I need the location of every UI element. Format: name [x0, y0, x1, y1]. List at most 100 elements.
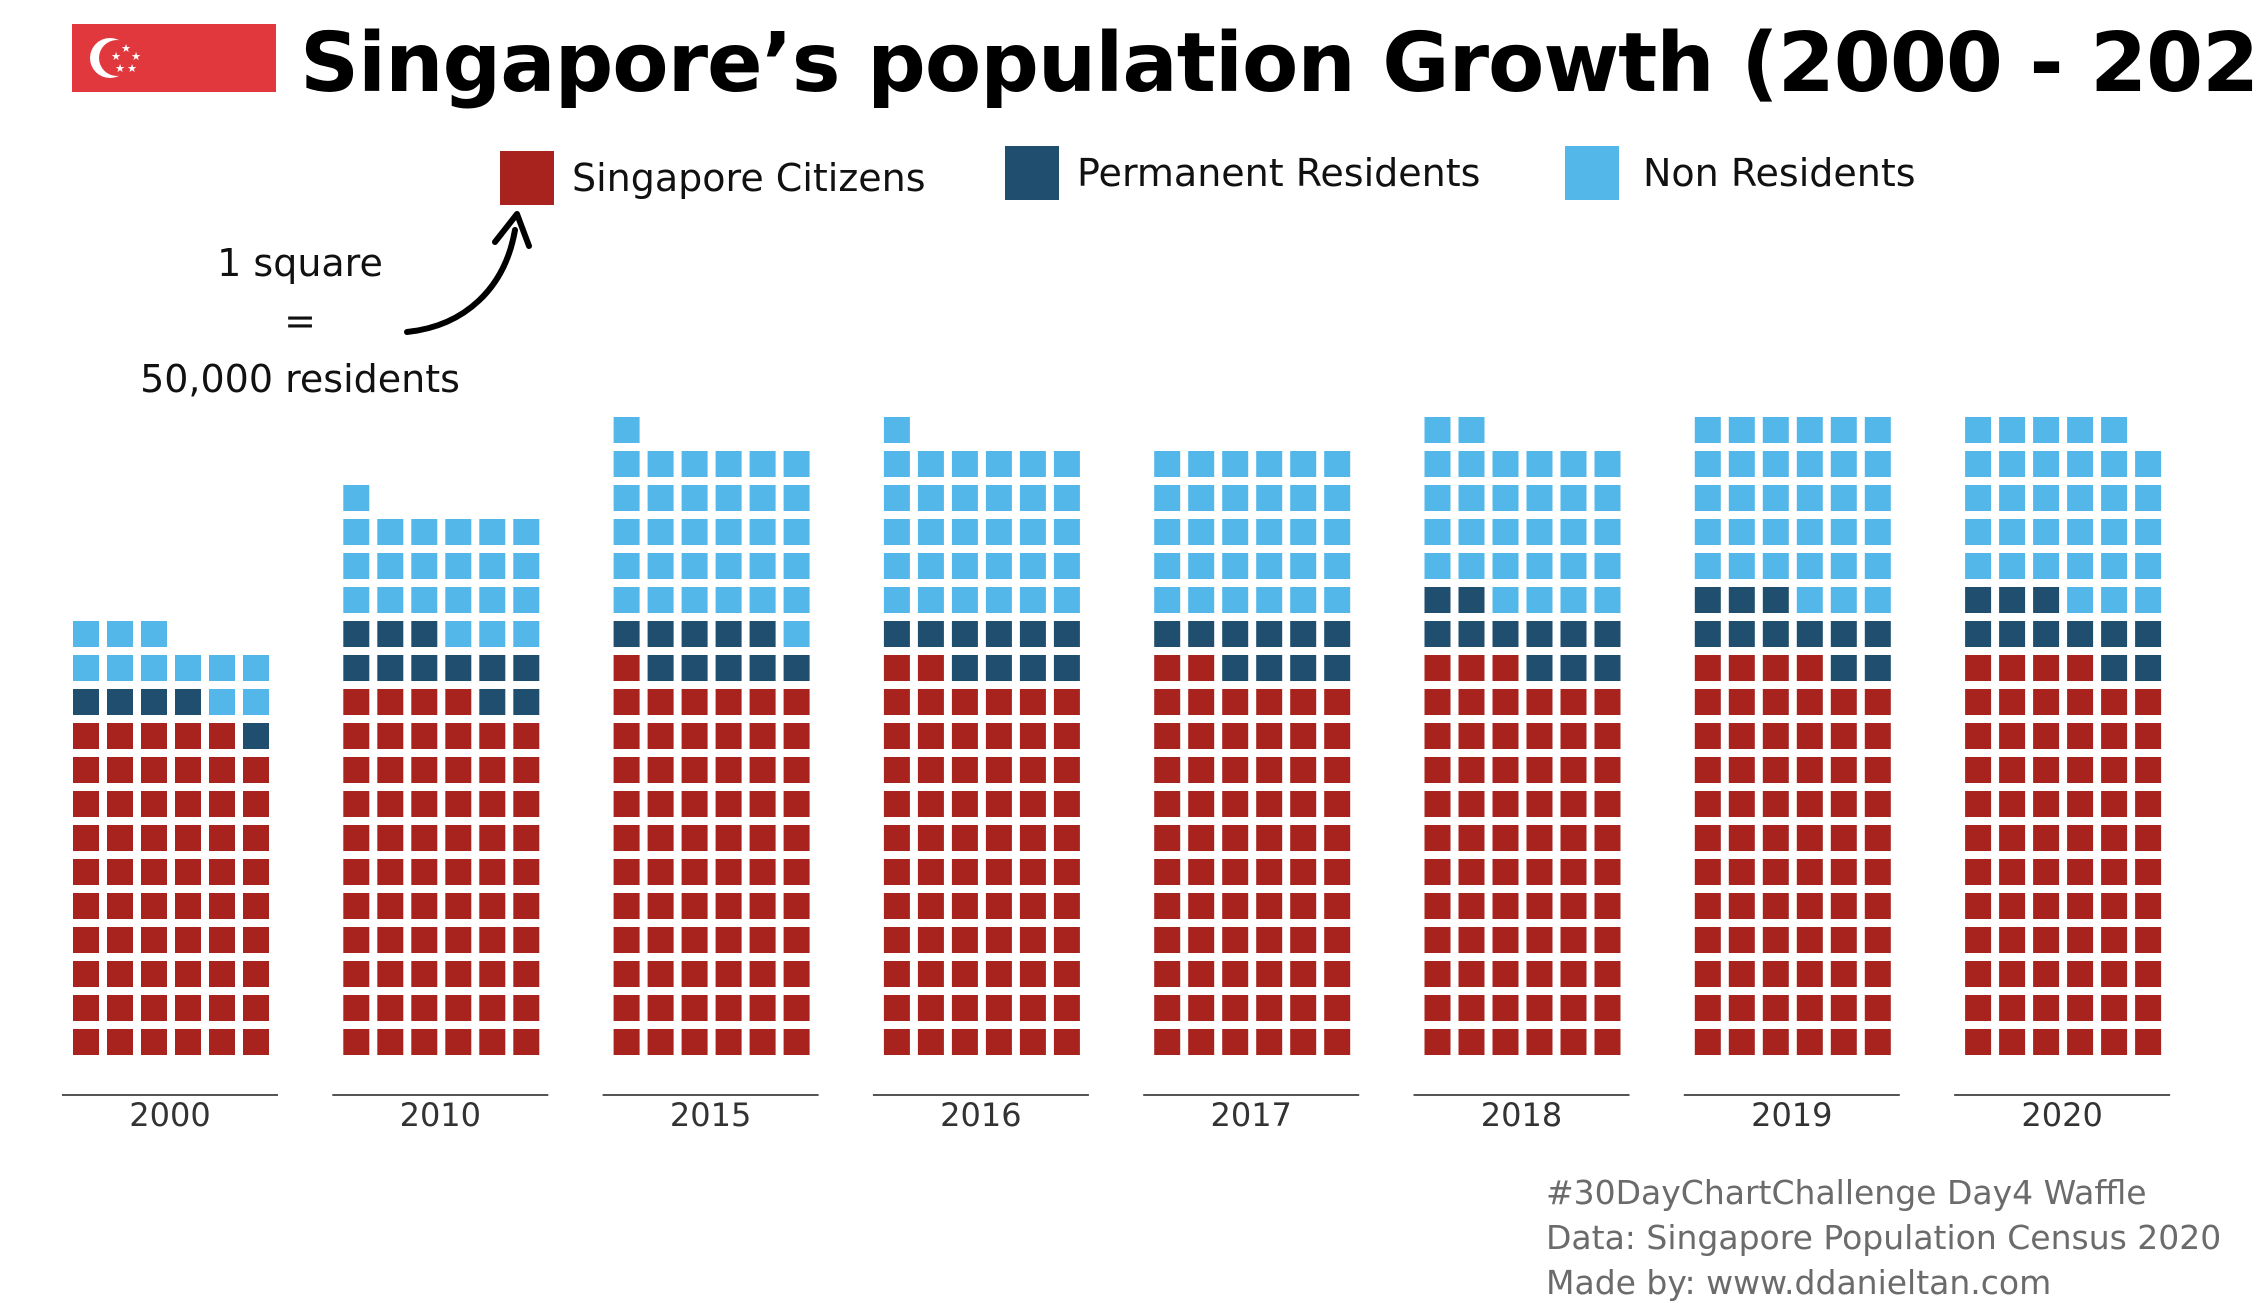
waffle-square-permanent-resident	[1864, 621, 1891, 647]
legend-swatch-citizens	[500, 151, 554, 205]
waffle-square-citizen	[1762, 893, 1789, 919]
waffle-square-citizen	[985, 825, 1012, 851]
waffle-square-non-resident	[613, 587, 640, 613]
waffle-square-citizen	[681, 927, 708, 953]
waffle-square-non-resident	[513, 587, 540, 613]
waffle-group-2018: 2018	[1413, 417, 1630, 1134]
waffle-square-citizen	[1053, 961, 1080, 987]
waffle-square-citizen	[1762, 791, 1789, 817]
waffle-square-citizen	[1154, 655, 1181, 681]
waffle-square-permanent-resident	[1560, 655, 1587, 681]
waffle-square-citizen	[1188, 825, 1215, 851]
waffle-square-citizen	[445, 927, 472, 953]
waffle-square-permanent-resident	[2101, 621, 2128, 647]
waffle-square-citizen	[175, 927, 201, 953]
waffle-square-citizen	[2033, 825, 2060, 851]
waffle-square-citizen	[1965, 995, 1992, 1021]
waffle-square-citizen	[445, 961, 472, 987]
waffle-square-non-resident	[1154, 519, 1181, 545]
waffle-square-non-resident	[647, 587, 674, 613]
waffle-square-citizen	[1424, 723, 1451, 749]
waffle-square-citizen	[681, 1029, 708, 1055]
waffle-square-permanent-resident	[1188, 621, 1215, 647]
waffle-square-permanent-resident	[2067, 621, 2094, 647]
waffle-square-citizen	[513, 961, 540, 987]
waffle-square-citizen	[1222, 1029, 1249, 1055]
waffle-square-non-resident	[749, 553, 776, 579]
waffle-square-citizen	[2135, 1029, 2162, 1055]
waffle-square-citizen	[479, 791, 506, 817]
waffle-square-citizen	[1458, 859, 1485, 885]
waffle-square-citizen	[411, 791, 438, 817]
waffle-square-citizen	[2033, 655, 2060, 681]
waffle-square-non-resident	[1864, 519, 1891, 545]
waffle-square-non-resident	[647, 451, 674, 477]
waffle-square-non-resident	[73, 655, 99, 681]
waffle-square-citizen	[1324, 961, 1351, 987]
waffle-square-citizen	[1830, 791, 1857, 817]
waffle-square-citizen	[1019, 689, 1046, 715]
waffle-square-non-resident	[613, 553, 640, 579]
waffle-square-non-resident	[411, 519, 438, 545]
waffle-square-citizen	[715, 927, 742, 953]
waffle-square-citizen	[1594, 927, 1621, 953]
waffle-square-non-resident	[479, 553, 506, 579]
waffle-square-permanent-resident	[343, 621, 370, 647]
waffle-square-non-resident	[1526, 587, 1553, 613]
waffle-square-citizen	[1053, 893, 1080, 919]
waffle-square-citizen	[1188, 927, 1215, 953]
waffle-square-permanent-resident	[73, 689, 99, 715]
waffle-square-non-resident	[1324, 587, 1351, 613]
waffle-square-citizen	[513, 927, 540, 953]
waffle-square-citizen	[377, 689, 404, 715]
waffle-square-non-resident	[715, 519, 742, 545]
waffle-square-citizen	[1222, 791, 1249, 817]
waffle-square-non-resident	[1762, 451, 1789, 477]
x-tick-label: 2015	[670, 1096, 751, 1134]
waffle-square-non-resident	[1053, 451, 1080, 477]
waffle-square-citizen	[479, 757, 506, 783]
waffle-square-citizen	[141, 893, 167, 919]
waffle-square-citizen	[917, 1029, 944, 1055]
waffle-square-citizen	[1762, 961, 1789, 987]
waffle-square-non-resident	[1965, 553, 1992, 579]
waffle-square-citizen	[613, 757, 640, 783]
waffle-square-permanent-resident	[343, 655, 370, 681]
waffle-square-citizen	[1694, 655, 1721, 681]
waffle-square-citizen	[883, 859, 910, 885]
waffle-square-citizen	[1154, 723, 1181, 749]
waffle-square-non-resident	[1762, 519, 1789, 545]
x-tick-label: 2010	[400, 1096, 481, 1134]
waffle-square-citizen	[1864, 757, 1891, 783]
waffle-square-citizen	[681, 723, 708, 749]
x-tick-label: 2020	[2021, 1096, 2102, 1134]
waffle-square-citizen	[1154, 757, 1181, 783]
waffle-square-citizen	[1154, 791, 1181, 817]
waffle-square-citizen	[2101, 757, 2128, 783]
waffle-square-non-resident	[1256, 485, 1283, 511]
waffle-square-citizen	[1053, 757, 1080, 783]
waffle-square-citizen	[175, 825, 201, 851]
waffle-square-non-resident	[1830, 417, 1857, 443]
waffle-square-citizen	[1019, 995, 1046, 1021]
waffle-square-permanent-resident	[1762, 621, 1789, 647]
waffle-square-non-resident	[2135, 587, 2162, 613]
waffle-square-non-resident	[2067, 553, 2094, 579]
waffle-square-citizen	[1864, 893, 1891, 919]
waffle-square-non-resident	[1965, 485, 1992, 511]
waffle-square-permanent-resident	[1458, 621, 1485, 647]
waffle-square-citizen	[107, 825, 133, 851]
waffle-square-citizen	[1290, 757, 1317, 783]
waffle-square-citizen	[411, 825, 438, 851]
waffle-group-2019: 2019	[1683, 417, 1900, 1134]
waffle-square-citizen	[2135, 859, 2162, 885]
waffle-square-citizen	[985, 1029, 1012, 1055]
waffle-square-citizen	[749, 757, 776, 783]
waffle-square-citizen	[1290, 927, 1317, 953]
waffle-square-citizen	[1053, 689, 1080, 715]
waffle-square-citizen	[2101, 689, 2128, 715]
waffle-square-citizen	[343, 757, 370, 783]
waffle-square-citizen	[343, 859, 370, 885]
waffle-square-citizen	[1324, 1029, 1351, 1055]
waffle-square-citizen	[1830, 995, 1857, 1021]
